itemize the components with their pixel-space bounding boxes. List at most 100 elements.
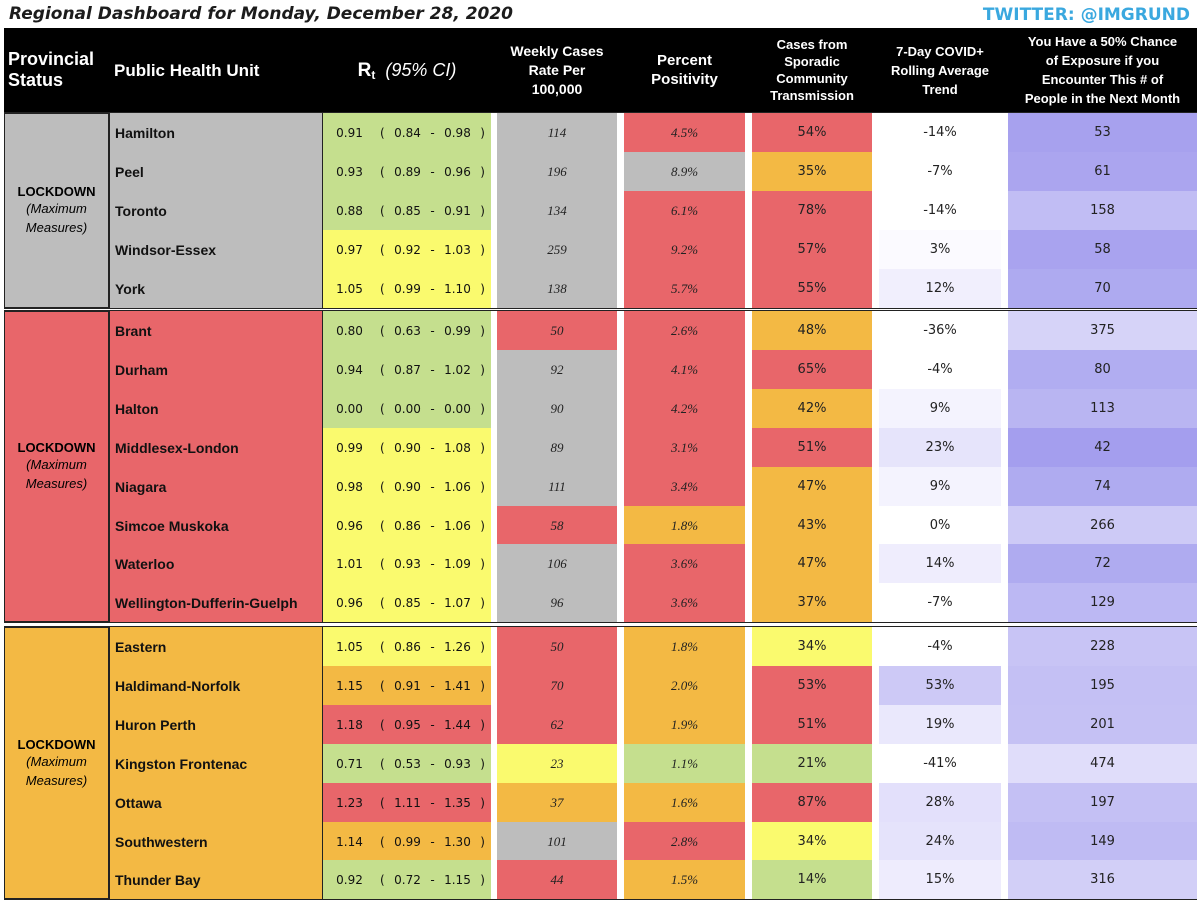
exposure-people-count: 474: [1008, 744, 1197, 783]
ci-lower: 0.89: [394, 164, 421, 179]
group-separator: [4, 308, 1197, 309]
ci-upper: 1.44: [444, 717, 471, 732]
ci-dash: -: [430, 518, 435, 533]
percent-positivity: 3.6%: [624, 583, 745, 622]
exposure-people-count: 113: [1008, 389, 1197, 428]
ci-lower: 0.87: [394, 362, 421, 377]
weekly-cases-rate: 62: [497, 705, 617, 744]
ci-open-paren: (: [380, 203, 385, 218]
header-public-health-unit: Public Health Unit: [114, 60, 260, 80]
ci-lower: 0.93: [394, 556, 421, 571]
percent-positivity: 1.8%: [624, 627, 745, 666]
public-health-unit-name: York: [109, 269, 323, 308]
group-separator: [4, 899, 1197, 900]
ci-open-paren: (: [380, 323, 385, 338]
ci-close-paren: ): [480, 323, 485, 338]
status-group: LOCKDOWN (Maximum Measures) Brant 0.80(0.63…: [4, 311, 1197, 622]
ci-upper: 1.41: [444, 678, 471, 693]
rt-confidence-interval: (0.99-1.30): [376, 822, 491, 861]
ci-upper: 0.93: [444, 756, 471, 771]
page-title: Regional Dashboard for Monday, December …: [9, 4, 514, 24]
ci-close-paren: ): [480, 164, 485, 179]
exposure-people-count: 316: [1008, 860, 1197, 899]
ci-dash: -: [430, 678, 435, 693]
ci-upper: 1.26: [444, 639, 471, 654]
weekly-cases-rate: 106: [497, 544, 617, 583]
ci-close-paren: ): [480, 518, 485, 533]
sporadic-transmission: 42%: [752, 389, 872, 428]
percent-positivity: 1.8%: [624, 506, 745, 545]
exposure-people-count: 375: [1008, 311, 1197, 350]
ci-lower: 0.95: [394, 717, 421, 732]
ci-close-paren: ): [480, 401, 485, 416]
ci-upper: 1.10: [444, 281, 471, 296]
rt-confidence-interval: (0.93-1.09): [376, 544, 491, 583]
rt-confidence-interval: (0.87-1.02): [376, 350, 491, 389]
ci-lower: 0.99: [394, 834, 421, 849]
rt-value: 1.05: [323, 269, 376, 308]
sporadic-transmission: 34%: [752, 822, 872, 861]
percent-positivity: 8.9%: [624, 152, 745, 191]
ci-lower: 0.91: [394, 678, 421, 693]
rolling-average-trend: 9%: [879, 389, 1001, 428]
header-rt-subscript: t: [371, 67, 376, 82]
ci-upper: 1.30: [444, 834, 471, 849]
rt-confidence-interval: (0.00-0.00): [376, 389, 491, 428]
rt-value: 0.80: [323, 311, 376, 350]
percent-positivity: 3.6%: [624, 544, 745, 583]
ci-close-paren: ): [480, 440, 485, 455]
percent-positivity: 1.6%: [624, 783, 745, 822]
table-row: Brant 0.80(0.63-0.99) 50 2.6% 48% -36% 375: [4, 311, 1197, 350]
twitter-handle: TWITTER: @IMGRUND: [982, 5, 1190, 25]
rt-value: 0.96: [323, 506, 376, 545]
ci-open-paren: (: [380, 164, 385, 179]
ci-open-paren: (: [380, 401, 385, 416]
table-row: Waterloo 1.01(0.93-1.09) 106 3.6% 47% 14% 72: [4, 544, 1197, 583]
ci-dash: -: [430, 756, 435, 771]
public-health-unit-name: Waterloo: [109, 544, 323, 583]
rolling-average-trend: 0%: [879, 506, 1001, 545]
weekly-cases-rate: 134: [497, 191, 617, 230]
group-separator: [4, 310, 1197, 311]
sporadic-transmission: 78%: [752, 191, 872, 230]
exposure-people-count: 58: [1008, 230, 1197, 269]
weekly-cases-rate: 96: [497, 583, 617, 622]
ci-close-paren: ): [480, 479, 485, 494]
rt-value: 1.05: [323, 627, 376, 666]
rt-value: 0.91: [323, 113, 376, 152]
public-health-unit-name: Niagara: [109, 467, 323, 506]
ci-open-paren: (: [380, 518, 385, 533]
rolling-average-trend: 14%: [879, 544, 1001, 583]
rt-confidence-interval: (0.86-1.06): [376, 506, 491, 545]
rt-value: 0.98: [323, 467, 376, 506]
ci-upper: 1.06: [444, 479, 471, 494]
table-row: Peel 0.93(0.89-0.96) 196 8.9% 35% -7% 61: [4, 152, 1197, 191]
percent-positivity: 4.5%: [624, 113, 745, 152]
sporadic-transmission: 87%: [752, 783, 872, 822]
exposure-people-count: 74: [1008, 467, 1197, 506]
table-row: Toronto 0.88(0.85-0.91) 134 6.1% 78% -14% 158: [4, 191, 1197, 230]
exposure-people-count: 72: [1008, 544, 1197, 583]
rolling-average-trend: 28%: [879, 783, 1001, 822]
rt-value: 0.97: [323, 230, 376, 269]
provincial-status-label: LOCKDOWN: [17, 736, 96, 752]
ci-lower: 0.00: [394, 401, 421, 416]
table-row: Eastern 1.05(0.86-1.26) 50 1.8% 34% -4% 228: [4, 627, 1197, 666]
ci-open-paren: (: [380, 556, 385, 571]
percent-positivity: 1.1%: [624, 744, 745, 783]
weekly-cases-rate: 111: [497, 467, 617, 506]
rt-confidence-interval: (0.72-1.15): [376, 860, 491, 899]
provincial-status-label: LOCKDOWN: [17, 184, 96, 199]
weekly-cases-rate: 50: [497, 627, 617, 666]
rolling-average-trend: 12%: [879, 269, 1001, 308]
ci-dash: -: [430, 639, 435, 654]
rt-value: 1.15: [323, 666, 376, 705]
rt-value: 1.18: [323, 705, 376, 744]
ci-dash: -: [430, 440, 435, 455]
ci-upper: 0.91: [444, 203, 471, 218]
table-row: York 1.05(0.99-1.10) 138 5.7% 55% 12% 70: [4, 269, 1197, 308]
ci-lower: 0.86: [394, 639, 421, 654]
sporadic-transmission: 34%: [752, 627, 872, 666]
ci-open-paren: (: [380, 717, 385, 732]
